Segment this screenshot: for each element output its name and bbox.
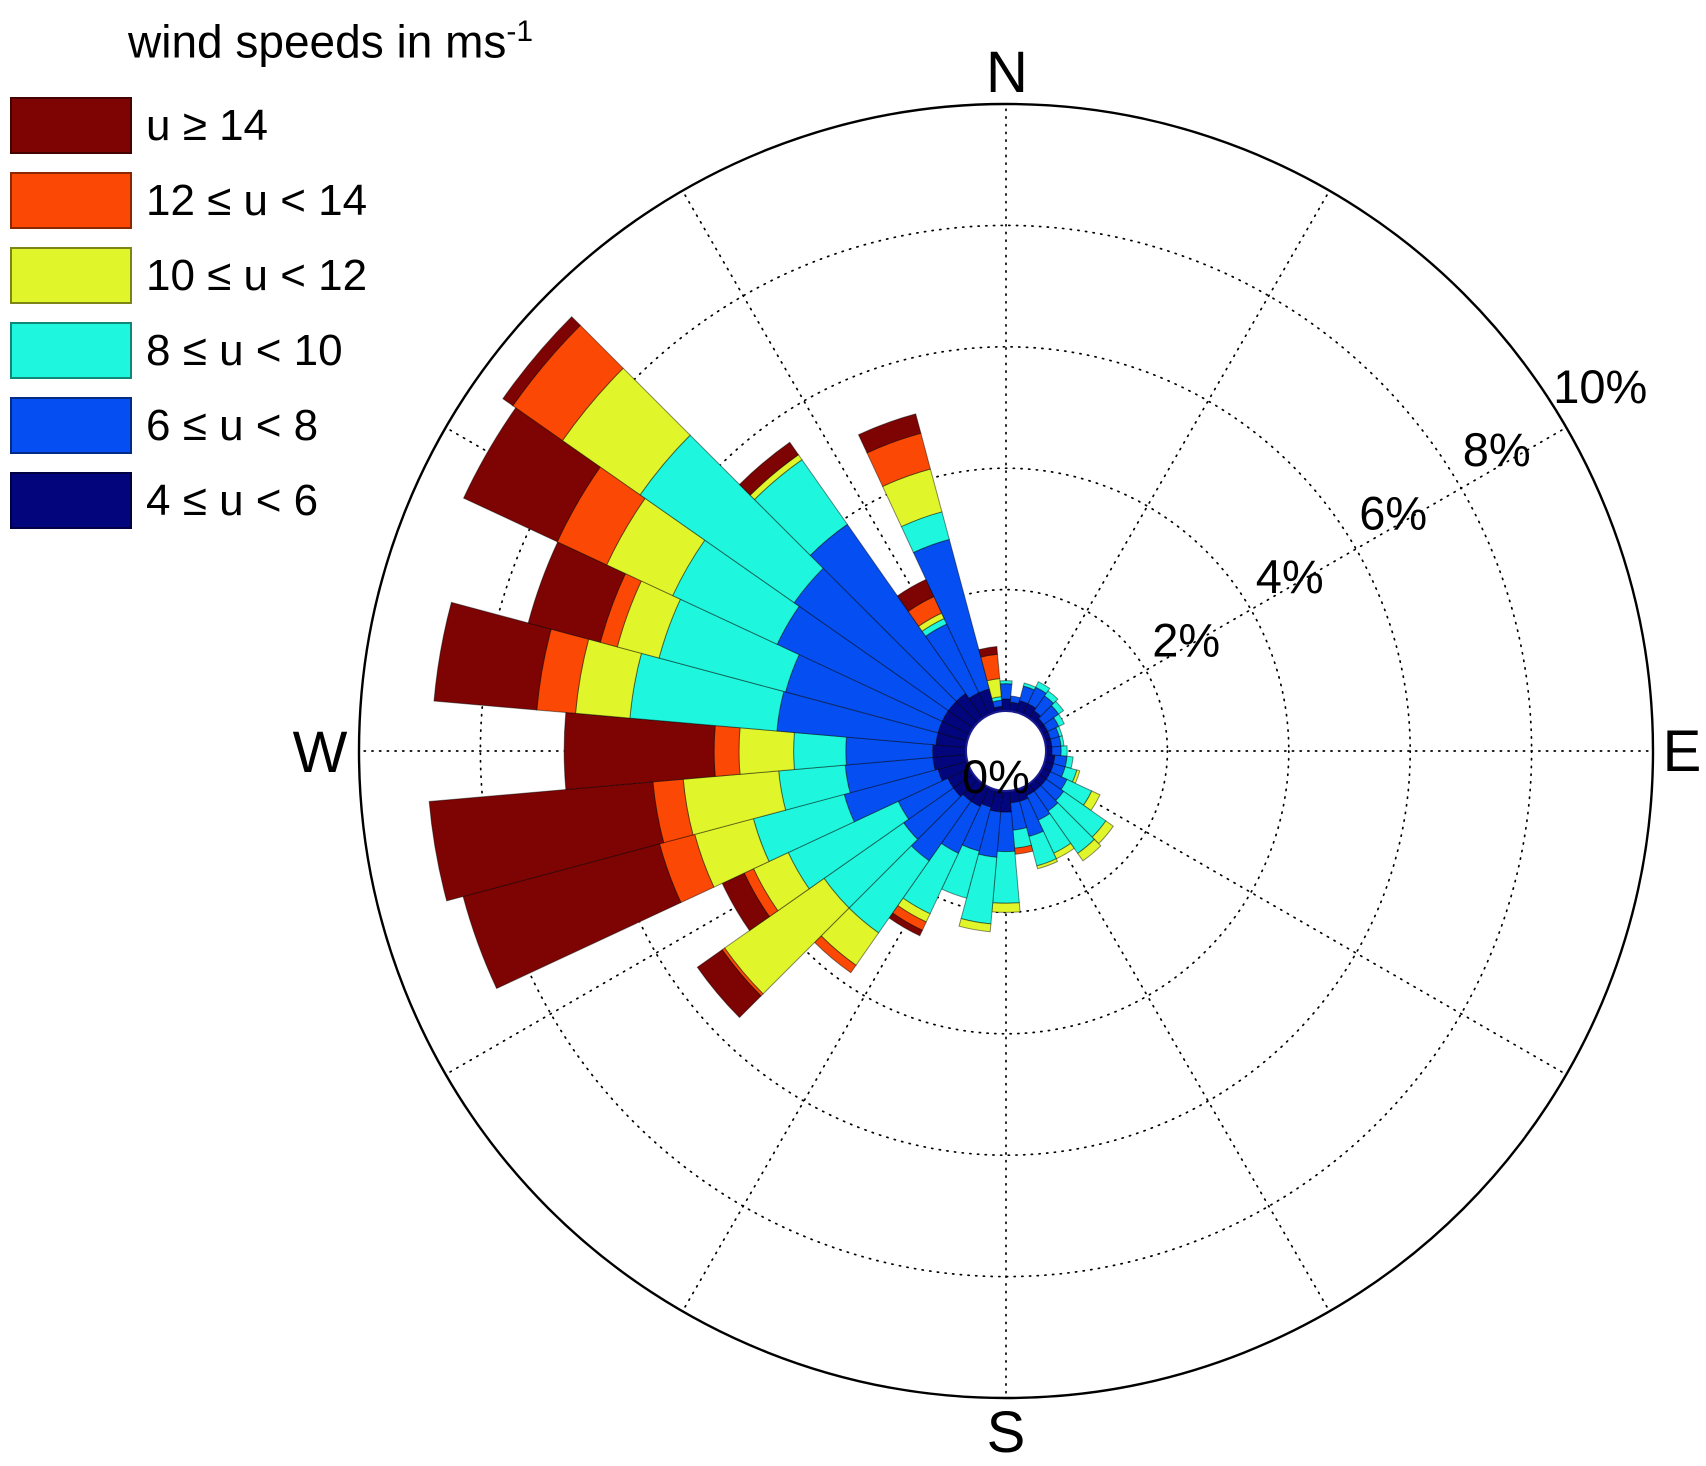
petal-140deg-segment [1077, 838, 1102, 862]
legend-swatch [10, 322, 132, 380]
petal-50deg-segment [1050, 700, 1065, 715]
petal-160deg-segment [1036, 858, 1059, 870]
petal-30deg-segment [1035, 681, 1051, 695]
petal-230deg-segment [696, 949, 762, 1019]
legend-title-superscript: -1 [506, 15, 534, 48]
grid-spoke-150deg [1025, 784, 1331, 1313]
petal-340deg-segment [857, 413, 922, 454]
legend-label: 12 ≤ u < 14 [146, 175, 368, 225]
legend: wind speeds in ms-1 u ≥ 14 12 ≤ u < 14 10 … [10, 6, 533, 530]
ring-label-6pct: 6% [1359, 487, 1427, 540]
petal-270deg-segment [713, 725, 741, 777]
grid-spoke-30deg [1025, 189, 1331, 718]
legend-items: u ≥ 14 12 ≤ u < 14 10 ≤ u < 12 8 ≤ u < 10 6 … [10, 97, 533, 530]
petal-0deg-segment [999, 683, 1013, 700]
ring-label-4pct: 4% [1256, 550, 1324, 603]
legend-swatch [10, 397, 132, 455]
legend-item: 6 ≤ u < 8 [10, 397, 533, 455]
petal-90deg-segment [1051, 745, 1062, 757]
petal-270deg-segment [793, 731, 847, 771]
legend-title: wind speeds in ms-1 [128, 6, 533, 67]
petal-100deg-segment [1064, 755, 1074, 770]
petal-120deg-segment [1082, 790, 1101, 812]
center-hole [965, 710, 1047, 792]
outer-ring [357, 102, 1655, 1400]
legend-item: 8 ≤ u < 10 [10, 322, 533, 380]
compass-label-w: W [293, 720, 348, 785]
grid-spoke-60deg [1039, 426, 1568, 732]
legend-item: u ≥ 14 [10, 97, 533, 155]
legend-swatch [10, 172, 132, 230]
petal-40deg-segment [1043, 690, 1059, 705]
petal-310deg-segment [502, 315, 582, 407]
legend-swatch [10, 247, 132, 305]
petal-210deg-segment [888, 912, 924, 937]
legend-title-text: wind speeds in ms [128, 15, 507, 68]
legend-item: 12 ≤ u < 14 [10, 172, 533, 230]
petal-190deg-segment [958, 917, 992, 933]
ring-label-10pct: 10% [1553, 360, 1647, 413]
petal-180deg-segment [991, 902, 1021, 913]
compass-label-n: N [986, 40, 1028, 105]
petal-290deg-segment [527, 541, 627, 643]
compass-label-s: S [987, 1400, 1026, 1461]
ring-label-8pct: 8% [1463, 423, 1531, 476]
petal-260deg-segment [428, 781, 665, 902]
grid-ring-6pct [600, 345, 1412, 1157]
petal-280deg-segment [433, 601, 552, 711]
petal-270deg-segment [738, 727, 795, 775]
grid-spoke-120deg [1039, 770, 1568, 1076]
petal-270deg-segment [563, 711, 716, 791]
legend-item: 4 ≤ u < 6 [10, 472, 533, 530]
petal-320deg-segment [738, 441, 800, 496]
petal-90deg-segment [1060, 745, 1068, 757]
legend-label: 8 ≤ u < 10 [146, 325, 343, 375]
petal-350deg-segment [978, 645, 999, 658]
compass-label-e: E [1663, 719, 1702, 784]
legend-label: 6 ≤ u < 8 [146, 400, 319, 450]
legend-label: 4 ≤ u < 6 [146, 475, 319, 525]
petal-250deg-segment [462, 843, 682, 990]
petal-80deg-segment [1058, 735, 1065, 747]
legend-swatch [10, 97, 132, 155]
legend-swatch [10, 472, 132, 530]
grid-ring-4pct [722, 467, 1290, 1035]
legend-label: u ≥ 14 [146, 100, 269, 150]
petal-0deg-segment [999, 680, 1013, 685]
ring-label-2pct: 2% [1152, 614, 1220, 667]
ring-label-0pct: 0% [962, 750, 1030, 803]
petal-60deg-segment [1053, 713, 1065, 728]
legend-label: 10 ≤ u < 12 [146, 250, 368, 300]
legend-item: 10 ≤ u < 12 [10, 247, 533, 305]
